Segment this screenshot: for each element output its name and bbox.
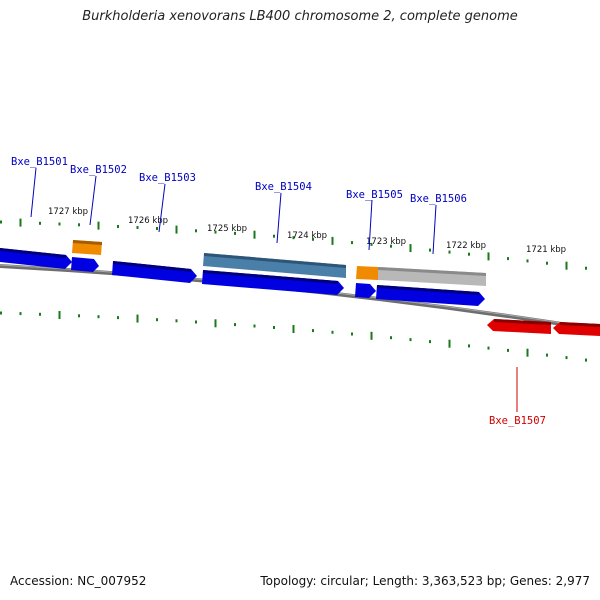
- leader-line: [276, 192, 282, 244]
- gene-label[interactable]: Bxe_B1507: [489, 415, 546, 427]
- leader-line: [30, 167, 37, 218]
- leader-line: [89, 175, 97, 226]
- rna-feature-b1502[interactable]: [72, 240, 102, 255]
- gene-label[interactable]: Bxe_B1505: [346, 189, 403, 201]
- gene-b1507[interactable]: [487, 319, 551, 334]
- gene-label[interactable]: Bxe_B1502: [70, 164, 127, 176]
- kbp-label: 1722 kbp: [446, 241, 486, 251]
- outer-tick-track: [0, 218, 587, 270]
- gene-label[interactable]: Bxe_B1506: [410, 193, 467, 205]
- gene-b1505[interactable]: [355, 283, 376, 298]
- gene-label[interactable]: Bxe_B1501: [11, 156, 68, 168]
- leader-line: [432, 204, 437, 255]
- gene-b1501[interactable]: [0, 248, 72, 269]
- map-title: Burkholderia xenovorans LB400 chromosome…: [82, 9, 518, 24]
- kbp-label: 1721 kbp: [526, 245, 566, 255]
- accession-text: Accession: NC_007952: [10, 574, 147, 588]
- rna-feature-b1505[interactable]: [356, 266, 378, 280]
- genome-backbone-highlight: [0, 264, 600, 330]
- gene-b1503[interactable]: [112, 261, 197, 283]
- gene-b1504[interactable]: [202, 270, 344, 295]
- kbp-label: 1724 kbp: [287, 231, 327, 241]
- inner-tick-track: [0, 311, 587, 362]
- gene-b1506[interactable]: [376, 285, 485, 306]
- kbp-label: 1726 kbp: [128, 216, 168, 226]
- gene-label[interactable]: Bxe_B1504: [255, 181, 312, 193]
- gene-label[interactable]: Bxe_B1503: [139, 172, 196, 184]
- gene-b1502[interactable]: [71, 257, 99, 272]
- kbp-label: 1727 kbp: [48, 207, 88, 217]
- pseudogene-b1506[interactable]: [378, 267, 486, 286]
- leader-line: [158, 183, 166, 233]
- kbp-label: 1725 kbp: [207, 224, 247, 234]
- pseudogene-b1504[interactable]: [203, 253, 346, 278]
- kbp-label: 1723 kbp: [366, 237, 406, 247]
- genome-summary-text: Topology: circular; Length: 3,363,523 bp…: [260, 574, 590, 588]
- leader-line: [368, 199, 373, 251]
- gene-b1508[interactable]: [553, 322, 600, 336]
